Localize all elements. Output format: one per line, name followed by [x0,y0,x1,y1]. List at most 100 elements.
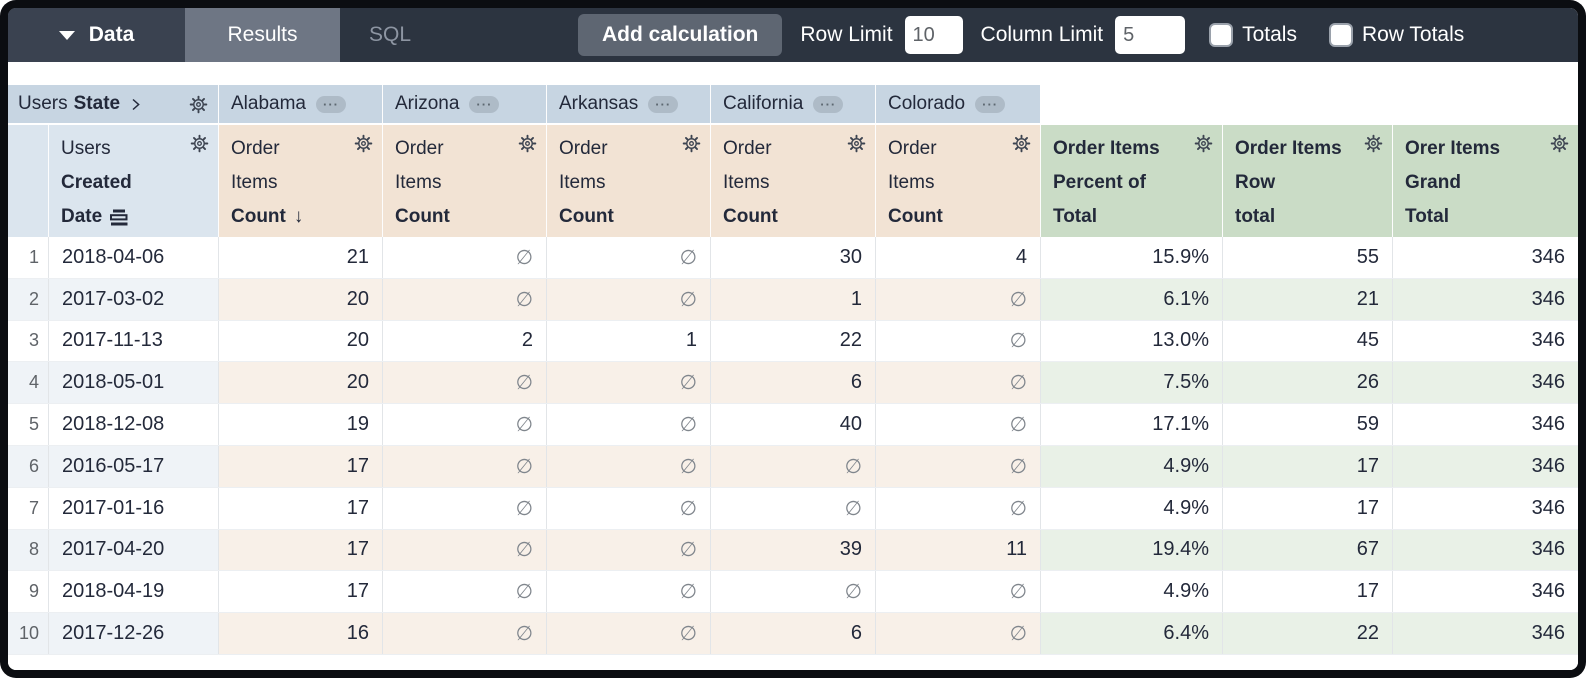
row-total-cell[interactable]: 17 [1222,487,1392,529]
count-cell-arizona[interactable]: 2 [382,320,546,362]
count-cell-arizona[interactable]: ∅ [382,529,546,571]
count-cell-arkansas[interactable]: ∅ [546,362,710,404]
count-cell-california[interactable]: 1 [710,278,875,320]
count-cell-arizona[interactable]: ∅ [382,362,546,404]
count-cell-alabama[interactable]: 17 [218,445,382,487]
count-cell-arkansas[interactable]: ∅ [546,404,710,445]
row-total-cell[interactable]: 45 [1222,320,1392,362]
row-total-cell[interactable]: 67 [1222,529,1392,571]
row-total-cell[interactable]: 26 [1222,362,1392,404]
pivot-value-arizona[interactable]: Arizona ··· [382,85,546,123]
count-cell-california[interactable]: 6 [710,362,875,404]
count-cell-arkansas[interactable]: ∅ [546,613,710,654]
row-limit-input[interactable] [904,16,963,54]
count-cell-colorado[interactable]: ∅ [875,487,1040,529]
row-total-cell[interactable]: 17 [1222,571,1392,613]
created-date-cell[interactable]: 2018-12-08 [48,404,218,445]
column-header-count-california[interactable]: Order Items Count [710,125,875,237]
count-cell-colorado[interactable]: 4 [875,237,1040,278]
data-section-toggle[interactable]: Data [8,8,185,62]
ellipsis-menu-icon[interactable]: ··· [975,95,1006,113]
count-cell-arkansas[interactable]: ∅ [546,487,710,529]
count-cell-alabama[interactable]: 20 [218,362,382,404]
percent-of-total-cell[interactable]: 6.1% [1040,278,1222,320]
pivot-dimension-header[interactable]: Users State [8,85,218,123]
gear-icon[interactable] [1364,134,1383,153]
count-cell-alabama[interactable]: 19 [218,404,382,445]
count-cell-colorado[interactable]: ∅ [875,278,1040,320]
gear-icon[interactable] [189,95,208,114]
grand-total-cell[interactable]: 346 [1392,278,1578,320]
gear-icon[interactable] [682,134,701,153]
count-cell-california[interactable]: ∅ [710,571,875,613]
count-cell-arizona[interactable]: ∅ [382,278,546,320]
row-total-cell[interactable]: 55 [1222,237,1392,278]
percent-of-total-cell[interactable]: 4.9% [1040,445,1222,487]
count-cell-colorado[interactable]: ∅ [875,571,1040,613]
count-cell-california[interactable]: ∅ [710,445,875,487]
column-header-count-colorado[interactable]: Order Items Count [875,125,1040,237]
sort-descending-icon[interactable]: ↓ [293,206,304,227]
gear-icon[interactable] [354,134,373,153]
gear-icon[interactable] [518,134,537,153]
grand-total-cell[interactable]: 346 [1392,529,1578,571]
created-date-cell[interactable]: 2017-03-02 [48,278,218,320]
count-cell-arizona[interactable]: ∅ [382,404,546,445]
count-cell-arizona[interactable]: ∅ [382,613,546,654]
count-cell-arkansas[interactable]: ∅ [546,445,710,487]
percent-of-total-cell[interactable]: 7.5% [1040,362,1222,404]
column-header-count-alabama[interactable]: Order Items Count ↓ [218,125,382,237]
pivot-value-california[interactable]: California ··· [710,85,875,123]
grand-total-cell[interactable]: 346 [1392,487,1578,529]
created-date-cell[interactable]: 2018-04-06 [48,237,218,278]
count-cell-colorado[interactable]: ∅ [875,320,1040,362]
percent-of-total-cell[interactable]: 19.4% [1040,529,1222,571]
count-cell-colorado[interactable]: 11 [875,529,1040,571]
percent-of-total-cell[interactable]: 4.9% [1040,487,1222,529]
count-cell-arizona[interactable]: ∅ [382,445,546,487]
count-cell-arkansas[interactable]: ∅ [546,571,710,613]
count-cell-california[interactable]: 22 [710,320,875,362]
ellipsis-menu-icon[interactable]: ··· [648,95,679,113]
count-cell-alabama[interactable]: 17 [218,487,382,529]
gear-icon[interactable] [847,134,866,153]
count-cell-arkansas[interactable]: ∅ [546,237,710,278]
count-cell-alabama[interactable]: 16 [218,613,382,654]
count-cell-california[interactable]: ∅ [710,487,875,529]
gear-icon[interactable] [1012,134,1031,153]
created-date-cell[interactable]: 2017-01-16 [48,487,218,529]
row-total-cell[interactable]: 59 [1222,404,1392,445]
tab-sql[interactable]: SQL [340,8,440,62]
count-cell-arkansas[interactable]: ∅ [546,529,710,571]
count-cell-alabama[interactable]: 17 [218,529,382,571]
count-cell-california[interactable]: 40 [710,404,875,445]
count-cell-california[interactable]: 39 [710,529,875,571]
count-cell-arizona[interactable]: ∅ [382,571,546,613]
percent-of-total-cell[interactable]: 4.9% [1040,571,1222,613]
tab-results[interactable]: Results [185,8,340,62]
percent-of-total-cell[interactable]: 6.4% [1040,613,1222,654]
grand-total-cell[interactable]: 346 [1392,237,1578,278]
pivot-value-colorado[interactable]: Colorado ··· [875,85,1040,123]
row-total-cell[interactable]: 21 [1222,278,1392,320]
gear-icon[interactable] [1550,134,1569,153]
count-cell-alabama[interactable]: 20 [218,278,382,320]
count-cell-colorado[interactable]: ∅ [875,404,1040,445]
grand-total-cell[interactable]: 346 [1392,362,1578,404]
count-cell-alabama[interactable]: 21 [218,237,382,278]
count-cell-alabama[interactable]: 20 [218,320,382,362]
row-totals-checkbox[interactable] [1328,23,1353,47]
totals-checkbox[interactable] [1209,23,1234,47]
count-cell-colorado[interactable]: ∅ [875,362,1040,404]
column-header-count-arkansas[interactable]: Order Items Count [546,125,710,237]
created-date-cell[interactable]: 2018-04-19 [48,571,218,613]
count-cell-arizona[interactable]: ∅ [382,237,546,278]
gear-icon[interactable] [1194,134,1213,153]
row-total-cell[interactable]: 17 [1222,445,1392,487]
column-header-count-arizona[interactable]: Order Items Count [382,125,546,237]
grand-total-cell[interactable]: 346 [1392,571,1578,613]
count-cell-alabama[interactable]: 17 [218,571,382,613]
percent-of-total-cell[interactable]: 13.0% [1040,320,1222,362]
grand-total-cell[interactable]: 346 [1392,320,1578,362]
ellipsis-menu-icon[interactable]: ··· [469,95,500,113]
